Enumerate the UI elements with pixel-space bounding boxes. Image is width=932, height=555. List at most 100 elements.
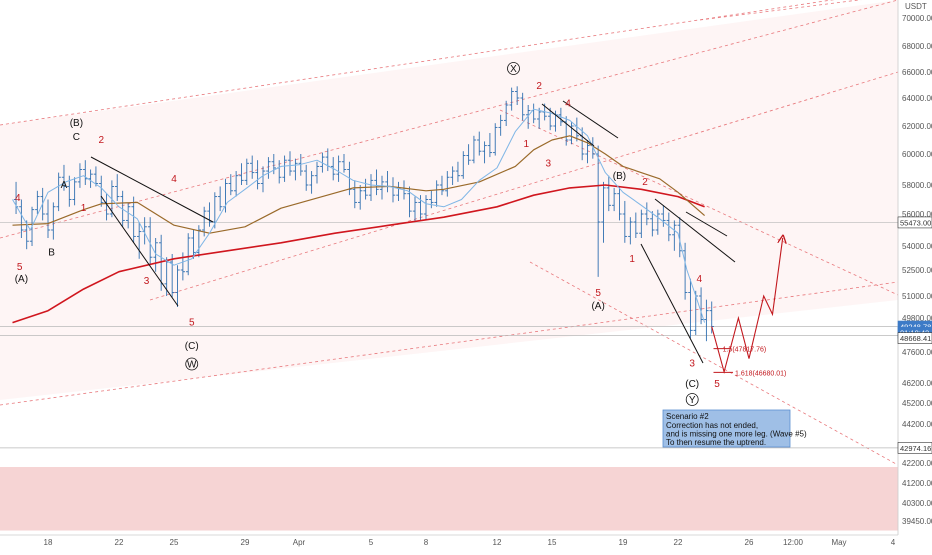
wave-label-3: B bbox=[48, 248, 55, 259]
candle-43 bbox=[244, 158, 249, 185]
candle-60 bbox=[336, 155, 341, 182]
candle-97 bbox=[536, 107, 542, 129]
candle-6 bbox=[45, 199, 51, 238]
note-title: Scenario #2 bbox=[666, 412, 709, 421]
wave-label-28: 5 bbox=[714, 379, 720, 390]
price-tick-9: 52500.00 bbox=[902, 266, 932, 275]
candle-118 bbox=[650, 211, 655, 237]
candle-82 bbox=[455, 161, 461, 182]
candle-74 bbox=[412, 196, 418, 222]
candle-110 bbox=[606, 175, 611, 212]
wave-label-2: (A) bbox=[15, 274, 28, 285]
price-tag-bg-3 bbox=[897, 332, 932, 344]
candle-121 bbox=[666, 212, 672, 242]
candle-51 bbox=[287, 151, 293, 176]
candle-29 bbox=[169, 254, 175, 298]
price-tag-4: 42974.16 bbox=[900, 444, 931, 453]
candle-9 bbox=[61, 164, 67, 191]
wave-circle-27 bbox=[685, 393, 699, 406]
trend-line-1 bbox=[100, 195, 179, 307]
candle-84 bbox=[466, 144, 471, 165]
candle-77 bbox=[429, 190, 434, 209]
candle-38 bbox=[217, 186, 223, 212]
candle-81 bbox=[450, 166, 455, 185]
wave-label-6: (B) bbox=[70, 118, 83, 129]
candle-26 bbox=[153, 238, 158, 272]
note-line-0: Correction has not ended, bbox=[666, 421, 758, 430]
candle-68 bbox=[379, 175, 385, 200]
price-tick-12: 47600.00 bbox=[902, 348, 932, 357]
candle-120 bbox=[661, 205, 666, 227]
candle-95 bbox=[525, 105, 531, 129]
time-tick-8: 15 bbox=[548, 538, 557, 547]
time-tick-2: 25 bbox=[170, 538, 179, 547]
wave-label-11: 5 bbox=[189, 318, 195, 329]
candle-116 bbox=[639, 209, 644, 238]
price-tick-0: 70000.00 bbox=[902, 14, 932, 23]
candle-55 bbox=[309, 171, 314, 194]
trend-line-6 bbox=[685, 211, 728, 237]
candle-22 bbox=[131, 196, 136, 243]
price-tick-14: 45200.00 bbox=[902, 399, 932, 408]
price-tick-18: 40300.00 bbox=[902, 499, 932, 508]
price-tick-5: 60000.00 bbox=[902, 150, 932, 159]
candle-76 bbox=[423, 195, 429, 221]
candle-83 bbox=[461, 151, 466, 179]
wave-label-26: (C) bbox=[685, 379, 699, 390]
fib-label-0: 1.5(47817.76) bbox=[723, 347, 767, 354]
candle-33 bbox=[191, 230, 196, 259]
wave-label-22: 2 bbox=[642, 177, 648, 188]
wave-label-16: 4 bbox=[565, 98, 571, 109]
candle-99 bbox=[547, 107, 553, 131]
wave-label-24: 4 bbox=[697, 274, 703, 285]
support-zone bbox=[0, 467, 898, 531]
candle-52 bbox=[293, 158, 298, 181]
wave-label-1: 5 bbox=[17, 262, 23, 273]
channel-shading bbox=[0, 0, 898, 400]
candle-61 bbox=[341, 154, 347, 173]
trend-line-4 bbox=[654, 198, 736, 263]
time-tick-14: 4 bbox=[891, 538, 896, 547]
price-axis-bg bbox=[898, 0, 932, 550]
price-tick-6: 58000.00 bbox=[902, 181, 932, 190]
wave-label-4: A bbox=[61, 180, 68, 191]
currency-label: USDT bbox=[905, 2, 927, 11]
note-line-2: To then resume the uptrend. bbox=[666, 438, 766, 447]
candle-48 bbox=[271, 154, 276, 175]
candle-78 bbox=[434, 180, 439, 207]
price-tag-3: 48668.41 bbox=[900, 334, 931, 343]
candle-1 bbox=[19, 199, 24, 238]
price-tick-15: 44200.00 bbox=[902, 420, 932, 429]
candle-94 bbox=[520, 92, 525, 121]
price-tick-17: 41200.00 bbox=[902, 479, 932, 488]
wave-label-13: W bbox=[187, 360, 197, 371]
moving-average-1 bbox=[12, 135, 705, 234]
wave-label-25: 3 bbox=[689, 358, 695, 369]
candle-13 bbox=[83, 160, 88, 185]
time-tick-1: 22 bbox=[115, 538, 124, 547]
candle-87 bbox=[482, 141, 487, 164]
price-tick-3: 64000.00 bbox=[902, 94, 932, 103]
channel-line-3 bbox=[0, 281, 899, 406]
candle-25 bbox=[147, 217, 153, 266]
candle-47 bbox=[266, 157, 271, 179]
wave-label-9: 3 bbox=[144, 276, 150, 287]
candle-54 bbox=[304, 164, 309, 191]
wave-label-18: 3 bbox=[546, 158, 552, 169]
candle-64 bbox=[358, 185, 363, 210]
candle-16 bbox=[99, 175, 104, 207]
candle-92 bbox=[509, 87, 514, 111]
candle-65 bbox=[363, 178, 368, 200]
fib-label-1: 1.618(46680.01) bbox=[735, 370, 786, 377]
candle-122 bbox=[672, 220, 677, 251]
candle-103 bbox=[569, 121, 574, 145]
time-tick-3: 29 bbox=[241, 538, 250, 547]
time-tick-0: 18 bbox=[44, 538, 53, 547]
candle-40 bbox=[228, 174, 233, 196]
price-tick-16: 42200.00 bbox=[902, 459, 932, 468]
wave-label-7: 1 bbox=[81, 203, 87, 214]
candle-50 bbox=[282, 155, 287, 182]
